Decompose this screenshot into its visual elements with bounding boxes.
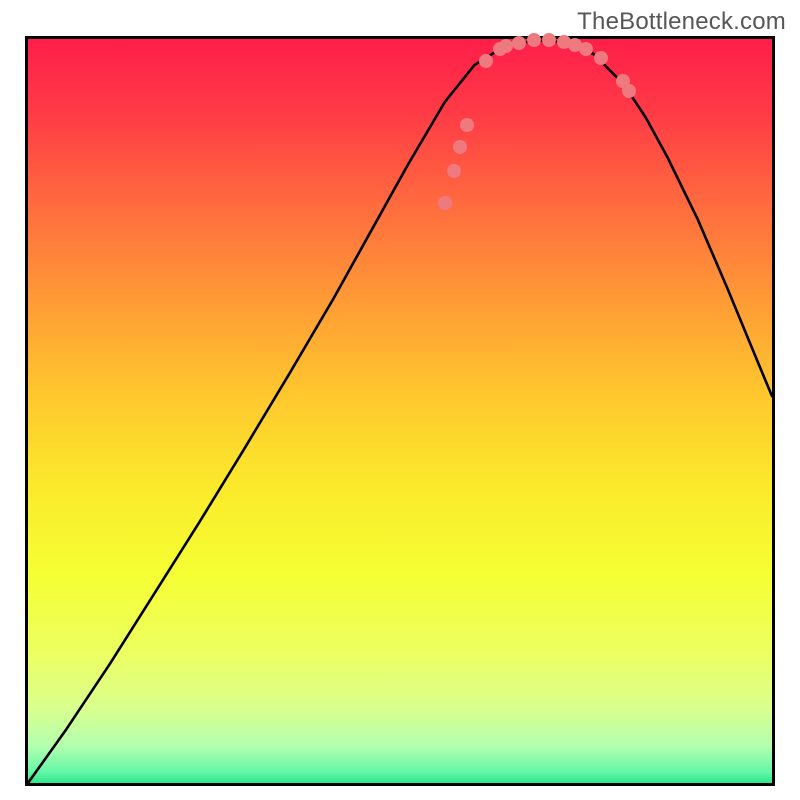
watermark-text: TheBottleneck.com	[577, 8, 786, 36]
data-marker	[512, 36, 526, 50]
data-marker	[447, 164, 461, 178]
data-marker	[594, 51, 608, 65]
data-marker	[542, 33, 556, 47]
data-marker	[622, 84, 636, 98]
data-marker	[460, 118, 474, 132]
plot-frame	[25, 36, 775, 786]
bottleneck-curve	[28, 39, 772, 783]
chart-container: TheBottleneck.com	[0, 0, 800, 800]
data-marker	[527, 33, 541, 47]
data-marker	[438, 196, 452, 210]
data-marker	[479, 54, 493, 68]
data-marker	[499, 39, 513, 53]
data-marker	[453, 140, 467, 154]
data-marker	[579, 42, 593, 56]
